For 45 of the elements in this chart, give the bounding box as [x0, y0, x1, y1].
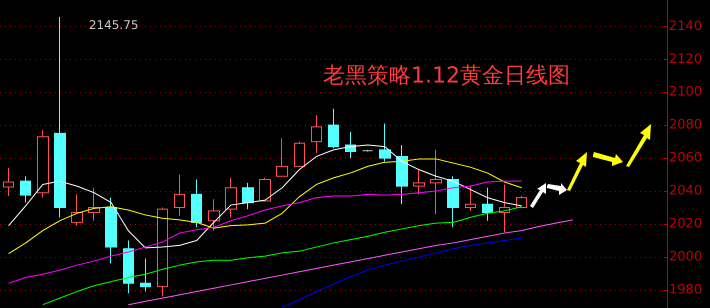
candlestick [516, 196, 527, 209]
y-tick-label: 2000 [669, 249, 702, 264]
y-tick-label: 2100 [669, 84, 702, 100]
line-series [282, 238, 522, 308]
candlestick [20, 176, 31, 204]
text: 老黑策略1.12黄金日线图 [323, 64, 570, 88]
candlestick [430, 149, 442, 215]
line-series [128, 219, 574, 306]
candlestick [3, 168, 14, 196]
candlestick [225, 177, 237, 218]
y-tick-label: 2140 [669, 18, 702, 34]
candlestick [174, 174, 185, 216]
candlestick [482, 187, 493, 222]
candlestick [54, 16, 66, 218]
candlestick [105, 197, 117, 264]
candlestick [242, 182, 254, 210]
y-tick-label: 2120 [669, 52, 702, 67]
candlestick [413, 169, 425, 195]
y-tick-label: 1980 [669, 282, 702, 298]
y-tick-label: 2060 [669, 150, 702, 166]
candlestick [208, 198, 220, 232]
y-tick-label: 2040 [669, 184, 702, 199]
y-tick-label: 2080 [669, 118, 702, 133]
candlestick [276, 138, 288, 177]
candlestick [259, 177, 271, 202]
candlestick [465, 186, 476, 212]
line-series [8, 180, 522, 284]
candlestick [191, 179, 202, 228]
y-tick-label: 2020 [669, 216, 702, 232]
candlestick [37, 130, 49, 198]
candlestick [294, 141, 305, 168]
candlestick [140, 258, 151, 292]
annotation: 2145.75 [88, 18, 138, 32]
candlestick [123, 240, 134, 294]
candlestick [379, 123, 391, 162]
candlestick [71, 194, 83, 226]
candlestick [311, 114, 322, 154]
line-series [8, 158, 522, 254]
candlestick [362, 149, 373, 152]
candlestick [396, 144, 408, 205]
line-series [8, 144, 522, 248]
candlestick [447, 176, 459, 228]
line-series [42, 206, 522, 306]
candlestick [328, 108, 339, 149]
candlestick [157, 207, 168, 297]
